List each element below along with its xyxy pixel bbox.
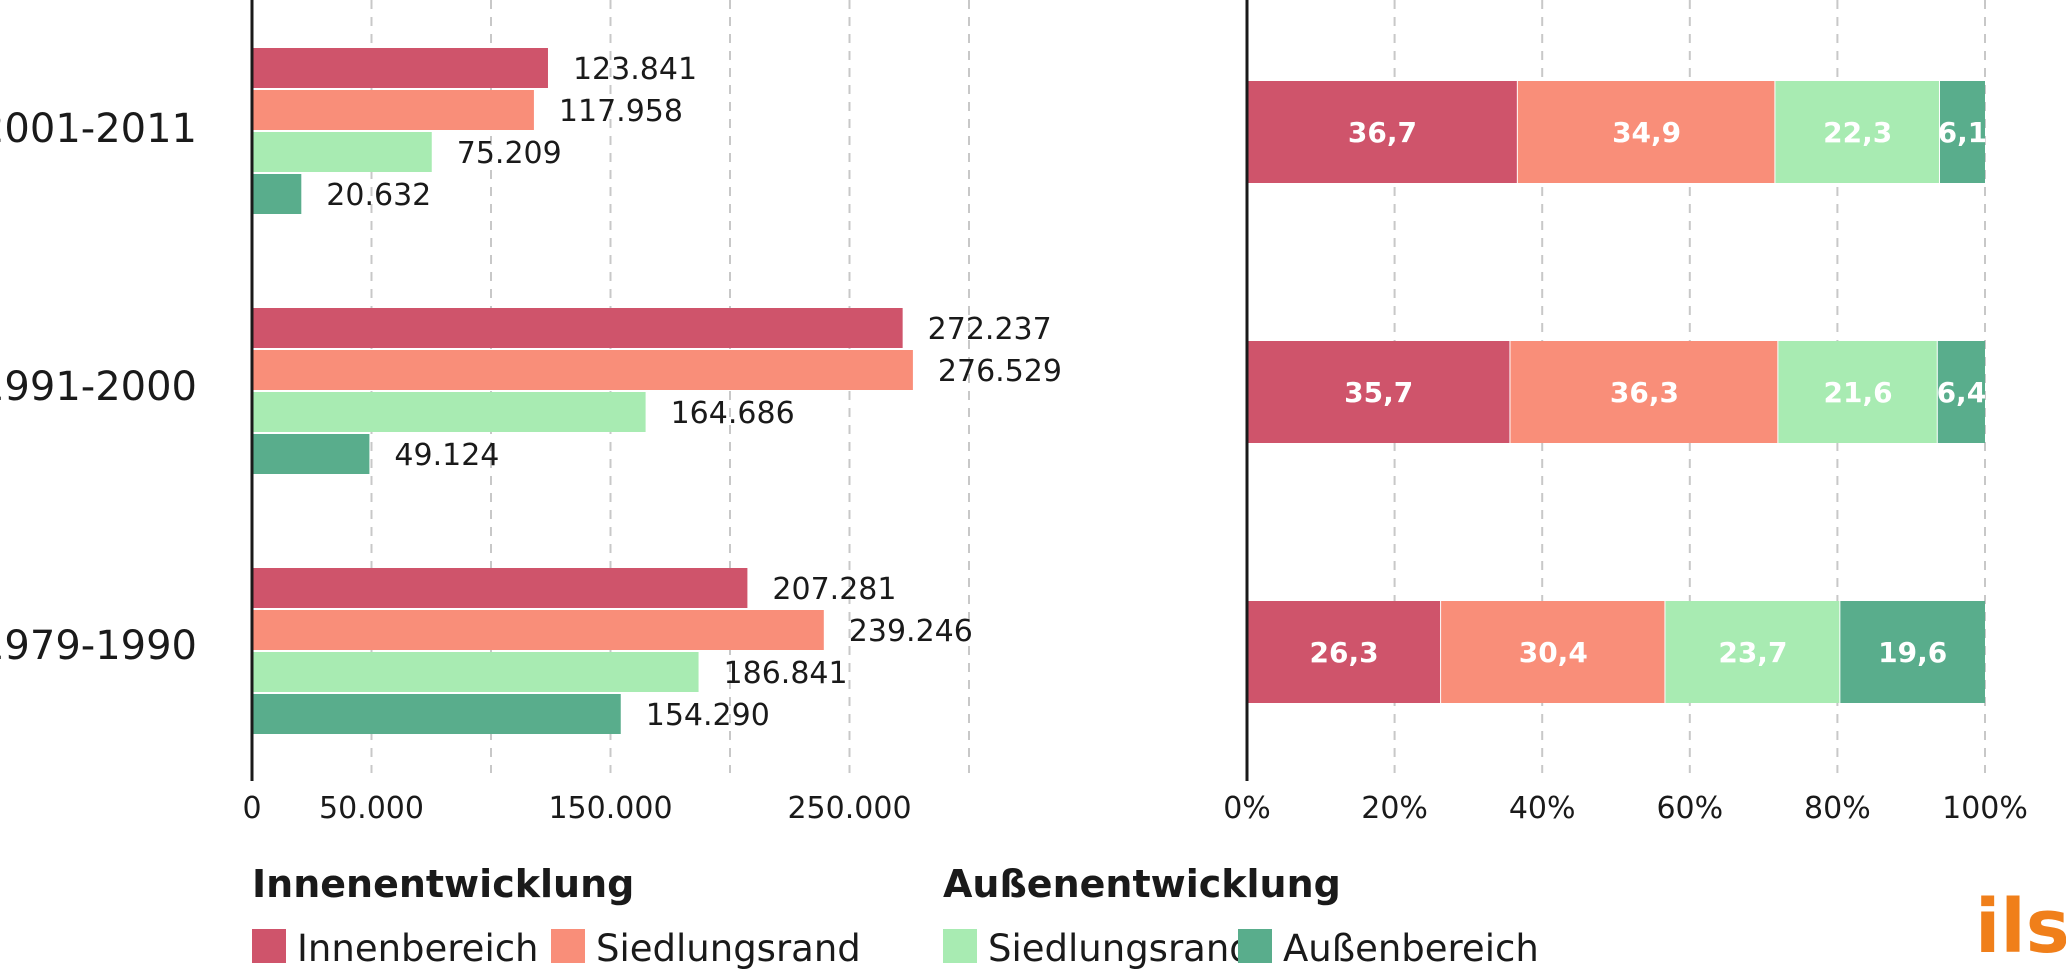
bar-2001-2011-aussenbereich-3: [252, 174, 302, 214]
bar-value-label: 123.841: [573, 52, 697, 87]
segment-value-label: 35,7: [1344, 376, 1413, 409]
segment-value-label: 6,4: [1937, 376, 1987, 409]
x-tick-label: 100%: [1942, 791, 2028, 826]
segment-value-label: 23,7: [1718, 636, 1787, 669]
bar-value-label: 49.124: [394, 438, 499, 473]
bar-value-label: 164.686: [671, 396, 795, 431]
legend-swatch-siedlungsrand-innen: [551, 929, 585, 963]
bar-1991-2000-siedlungsrand-2: [252, 392, 646, 432]
legend-group-title-aussenentwicklung: Außenentwicklung: [943, 862, 1341, 906]
bar-value-label: 154.290: [646, 698, 770, 733]
legend-label-siedlungsrand-innen: Siedlungsrand: [596, 927, 861, 970]
category-label-2001-2011: 2001-2011: [0, 106, 197, 152]
x-tick-label: 20%: [1361, 791, 1428, 826]
bar-1991-2000-siedlungsrand-1: [252, 350, 913, 390]
segment-value-label: 36,7: [1348, 116, 1417, 149]
segment-2001-2011-siedlungsrand-1: [1517, 81, 1776, 183]
x-tick-label: 0: [242, 791, 261, 826]
segment-2001-2011-aussenbereich-3: [1939, 81, 1985, 183]
legend-swatch-innenbereich: [252, 929, 286, 963]
legend-label-aussenbereich: Außenbereich: [1283, 927, 1539, 970]
bar-2001-2011-siedlungsrand-1: [252, 90, 534, 130]
x-tick-label: 150.000: [548, 791, 672, 826]
bar-value-label: 20.632: [326, 178, 431, 213]
category-label-1991-2000: 1991-2000: [0, 364, 197, 410]
segment-value-label: 36,3: [1610, 376, 1679, 409]
x-tick-label: 250.000: [787, 791, 911, 826]
segment-value-label: 26,3: [1310, 636, 1379, 669]
bar-value-label: 186.841: [724, 656, 848, 691]
bar-value-label: 117.958: [559, 94, 683, 129]
segment-value-label: 21,6: [1824, 376, 1893, 409]
legend-label-siedlungsrand-aussen: Siedlungsrand: [988, 927, 1253, 970]
segment-value-label: 6,1: [1938, 116, 1988, 149]
segment-1979-1990-siedlungsrand-1: [1441, 601, 1666, 703]
ils-logo: ils: [1975, 884, 2066, 970]
bar-1979-1990-siedlungsrand-2: [252, 652, 699, 692]
bar-1979-1990-aussenbereich-3: [252, 694, 621, 734]
bar-2001-2011-innenbereich-0: [252, 48, 548, 88]
legend-swatch-aussenbereich: [1238, 929, 1272, 963]
legend-group-title-innenentwicklung: Innenentwicklung: [252, 862, 634, 906]
segment-2001-2011-siedlungsrand-2: [1775, 81, 1940, 183]
bar-value-label: 272.237: [928, 312, 1052, 347]
x-tick-label: 80%: [1804, 791, 1871, 826]
segment-1979-1990-aussenbereich-3: [1840, 601, 1985, 703]
absolute-bar-chart: 2001-2011 123.841 117.958 75.209 20.632 1991-…: [0, 0, 1062, 826]
segment-value-label: 22,3: [1823, 116, 1892, 149]
bar-1991-2000-innenbereich-0: [252, 308, 903, 348]
legend-label-innenbereich: Innenbereich: [297, 927, 539, 970]
bar-1991-2000-aussenbereich-3: [252, 434, 370, 474]
x-tick-label: 60%: [1656, 791, 1723, 826]
segment-1991-2000-innenbereich-0: [1247, 341, 1511, 443]
legend: Innenentwicklung Innenbereich Siedlungsr…: [252, 862, 1539, 970]
bar-1979-1990-innenbereich-0: [252, 568, 748, 608]
bar-value-label: 207.281: [772, 572, 896, 607]
segment-1979-1990-innenbereich-0: [1247, 601, 1442, 703]
segment-1979-1990-siedlungsrand-2: [1665, 601, 1841, 703]
bar-value-label: 75.209: [457, 136, 562, 171]
segment-1991-2000-siedlungsrand-1: [1510, 341, 1779, 443]
segment-value-label: 34,9: [1612, 116, 1681, 149]
segment-value-label: 30,4: [1519, 636, 1588, 669]
segment-2001-2011-innenbereich-0: [1247, 81, 1518, 183]
x-tick-label: 0%: [1223, 791, 1271, 826]
segment-1991-2000-siedlungsrand-2: [1778, 341, 1938, 443]
segment-1991-2000-aussenbereich-3: [1937, 341, 1985, 443]
x-tick-label: 40%: [1509, 791, 1576, 826]
bar-2001-2011-siedlungsrand-2: [252, 132, 432, 172]
percent-stacked-bar-chart: 36,7 34,9 22,3 6,1 35,7 36,3 21,6 6,4 26,3 30,4 23…: [1223, 0, 2028, 826]
category-label-1979-1990: 1979-1990: [0, 623, 197, 669]
segment-value-label: 19,6: [1878, 636, 1947, 669]
x-tick-label: 50.000: [319, 791, 424, 826]
bar-value-label: 239.246: [849, 614, 973, 649]
bar-value-label: 276.529: [938, 354, 1062, 389]
bar-1979-1990-siedlungsrand-1: [252, 610, 824, 650]
legend-swatch-siedlungsrand-aussen: [943, 929, 977, 963]
